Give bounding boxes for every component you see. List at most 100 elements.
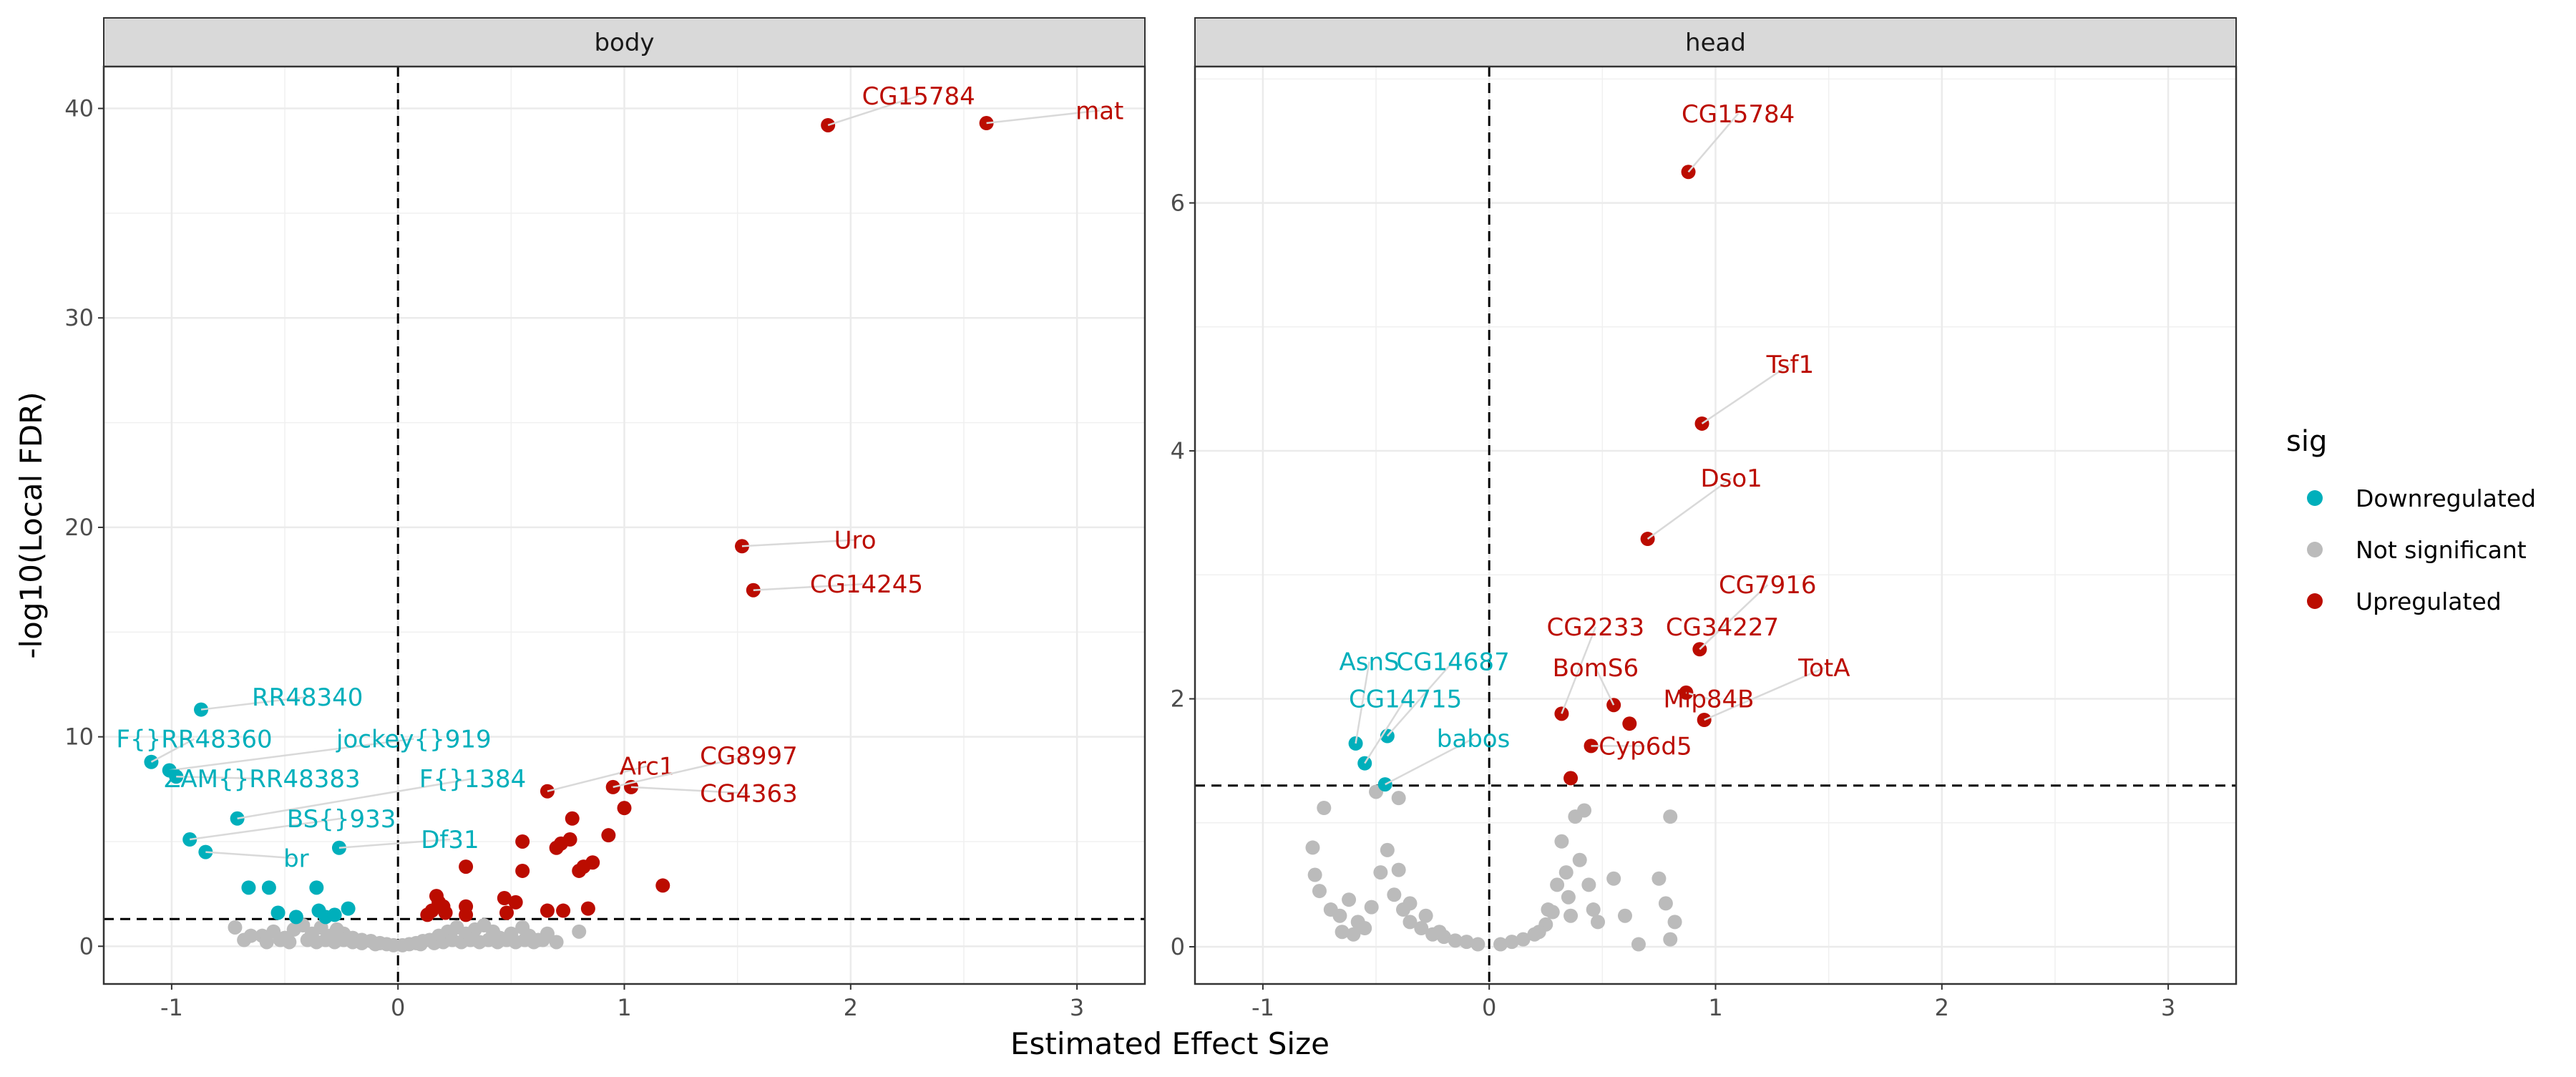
point-upregulated: [601, 828, 616, 843]
point-not-significant: [259, 935, 274, 950]
point-not-significant: [368, 937, 383, 952]
label-connector: [237, 777, 473, 820]
label-connector: [1561, 626, 1597, 714]
x-tick-label: 3: [1070, 994, 1084, 1021]
point-upregulated: [1563, 771, 1579, 786]
point-not-significant: [1652, 871, 1667, 886]
point-downregulated: [327, 907, 342, 922]
y-tick-label: 4: [1171, 437, 1185, 464]
point-not-significant: [1312, 884, 1327, 899]
point-not-significant: [1516, 932, 1531, 947]
x-tick-label: -1: [1252, 994, 1274, 1021]
point-not-significant: [549, 935, 564, 950]
legend-key-upregulated: [2307, 593, 2323, 609]
point-upregulated: [499, 905, 514, 920]
point-not-significant: [572, 924, 587, 939]
point-not-significant: [1663, 932, 1678, 947]
point-not-significant: [1591, 915, 1606, 930]
label-connector: [1646, 477, 1732, 540]
y-axis-title: -log10(Local FDR): [14, 391, 49, 658]
legend-title: sig: [2286, 425, 2327, 458]
point-not-significant: [1335, 925, 1350, 940]
point-label: CG15784: [1682, 100, 1795, 129]
point-not-significant: [1561, 890, 1576, 905]
label-connector: [200, 696, 308, 711]
label-connector: [630, 786, 749, 794]
point-not-significant: [228, 920, 243, 935]
point-upregulated: [580, 901, 595, 916]
panel-border: [102, 65, 1146, 985]
point-not-significant: [1364, 900, 1379, 915]
label-connector: [1699, 626, 1723, 650]
point-not-significant: [1402, 915, 1418, 930]
point-upregulated: [556, 903, 571, 918]
point-upregulated: [1622, 716, 1637, 731]
point-upregulated: [459, 859, 474, 874]
point-not-significant: [1572, 852, 1587, 867]
point-not-significant: [1342, 892, 1357, 907]
point-not-significant: [1663, 809, 1678, 824]
point-label: CG14245: [810, 570, 923, 599]
point-label: TotA: [1797, 654, 1850, 683]
label-connector: [1386, 661, 1454, 737]
point-label: CG14687: [1396, 648, 1509, 677]
point-not-significant: [1305, 840, 1320, 855]
point-upregulated: [459, 907, 474, 922]
point-downregulated: [341, 901, 356, 916]
x-tick-label: -1: [160, 994, 183, 1021]
point-not-significant: [1550, 877, 1565, 892]
panel-head: head -1 0 1 2 3 0 2 4 6 CG15784 Tsf1 Dso1 CG7916 CG223…: [1171, 17, 2238, 1021]
point-upregulated: [565, 811, 580, 826]
point-not-significant: [1391, 791, 1406, 806]
point-label: F{}1384: [419, 765, 526, 794]
legend: sig Downregulated Not significant Upregulat…: [2286, 425, 2536, 615]
label-connector: [1701, 363, 1791, 424]
label-connector: [741, 539, 856, 547]
point-not-significant: [1357, 921, 1372, 936]
point-upregulated: [515, 834, 530, 849]
point-not-significant: [413, 937, 428, 952]
point-label: RR48340: [252, 683, 363, 712]
point-upregulated: [438, 905, 453, 920]
point-not-significant: [1631, 937, 1646, 952]
point-not-significant: [1554, 834, 1569, 849]
point-upregulated: [508, 895, 523, 910]
point-label: Df31: [421, 826, 479, 854]
point-label: CG2233: [1547, 613, 1645, 642]
label-connector: [1704, 667, 1825, 721]
label-connector: [169, 738, 414, 771]
point-not-significant: [1414, 921, 1429, 936]
point-label: Arc1: [620, 753, 675, 781]
point-not-significant: [1448, 933, 1463, 948]
label-connector: [613, 754, 749, 789]
legend-label: Upregulated: [2356, 588, 2502, 615]
point-upregulated: [553, 836, 568, 851]
x-tick-label: 1: [1708, 994, 1722, 1021]
point-label: CG8997: [700, 742, 798, 771]
point-label: AsnS: [1339, 648, 1399, 677]
point-downregulated: [261, 880, 276, 895]
label-connector: [1686, 691, 1709, 700]
y-tick-label: 20: [64, 514, 94, 541]
point-not-significant: [1391, 862, 1406, 877]
x-tick-label: 2: [1935, 994, 1949, 1021]
y-tick-label: 10: [64, 723, 94, 751]
point-not-significant: [1470, 937, 1485, 952]
point-label: Uro: [834, 526, 877, 555]
point-downregulated: [241, 880, 256, 895]
point-not-significant: [1380, 842, 1395, 857]
label-connector: [986, 109, 1100, 125]
label-connector: [190, 817, 342, 841]
legend-key-downregulated: [2307, 490, 2323, 506]
label-connector: [1687, 113, 1740, 173]
point-not-significant: [1418, 908, 1433, 923]
point-not-significant: [1493, 937, 1508, 952]
point-upregulated: [420, 907, 435, 922]
point-not-significant: [1617, 908, 1632, 923]
point-not-significant: [1577, 803, 1592, 818]
panel-border: [1194, 65, 2238, 985]
point-label: br: [283, 844, 309, 873]
point-not-significant: [1658, 896, 1673, 911]
point-not-significant: [1387, 887, 1402, 902]
